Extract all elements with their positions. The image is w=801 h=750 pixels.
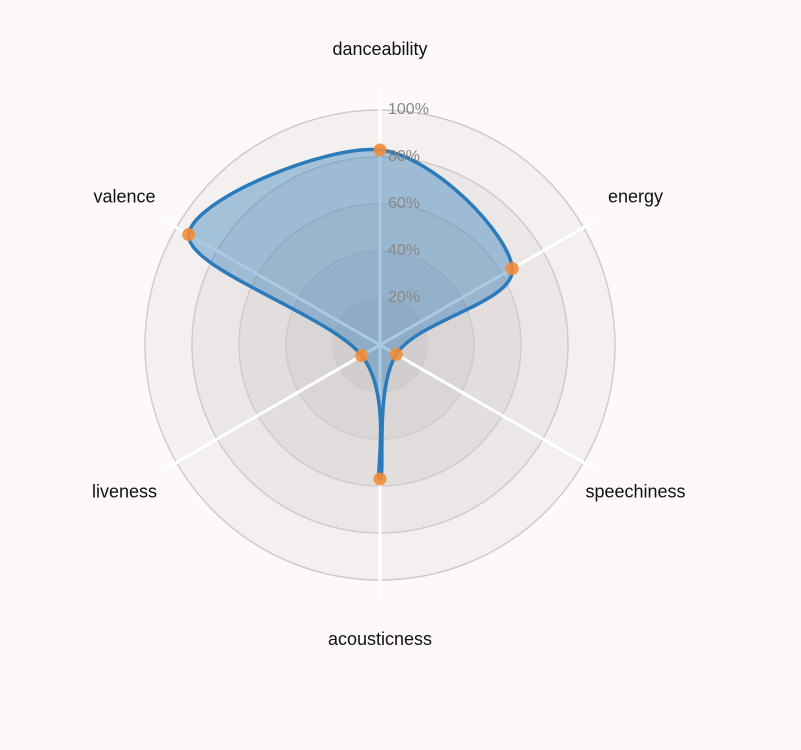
axis-label: acousticness (328, 629, 432, 649)
r-tick-label: 40% (388, 242, 420, 259)
axis-label: valence (93, 186, 155, 206)
r-tick-label: 20% (388, 289, 420, 306)
axis-line (379, 343, 600, 473)
data-point (389, 347, 403, 361)
r-tick-label: 100% (388, 101, 429, 118)
data-point (373, 472, 387, 486)
data-point (373, 143, 387, 157)
axis-line (379, 217, 600, 347)
axis-label: energy (608, 186, 663, 206)
axis-line (160, 343, 381, 473)
axis-line (160, 217, 381, 347)
data-point (355, 349, 369, 363)
r-tick-label: 60% (388, 195, 420, 212)
axis-label: liveness (92, 481, 157, 501)
data-point (505, 262, 519, 276)
axis-label: danceability (332, 39, 427, 59)
data-point (182, 228, 196, 242)
axis-label: speechiness (585, 481, 685, 501)
r-tick-label: 80% (388, 148, 420, 165)
